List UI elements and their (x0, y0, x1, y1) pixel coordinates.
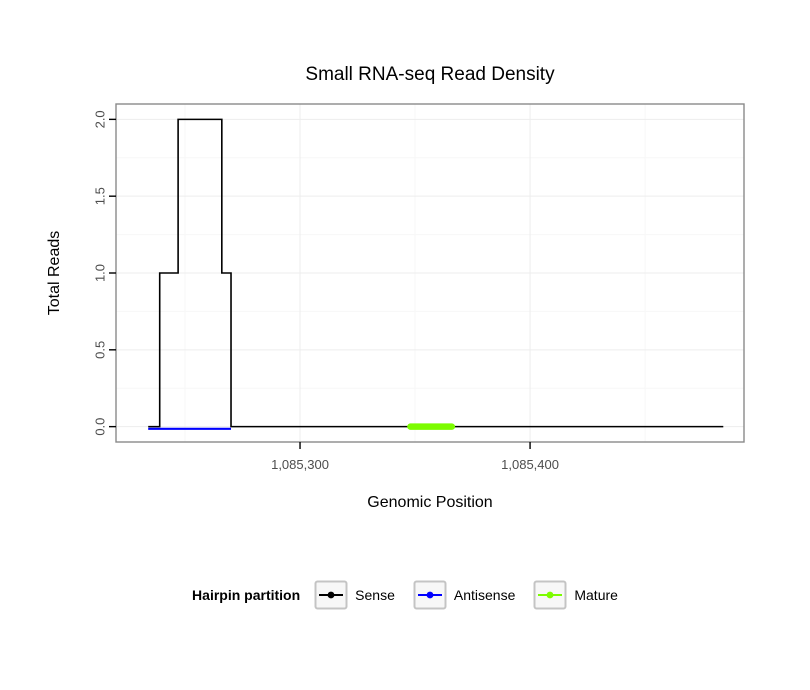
legend-label-sense: Sense (355, 587, 395, 603)
legend-entries: Sense Antisense Mature (314, 580, 618, 610)
legend-label-antisense: Antisense (453, 587, 516, 603)
y-tick-label: 0.0 (92, 418, 107, 436)
legend-key-antisense (413, 580, 447, 610)
legend-key-sense (314, 580, 348, 610)
legend-item-antisense: Antisense (413, 580, 515, 610)
chart-title: Small RNA-seq Read Density (305, 64, 555, 85)
legend-key-point (426, 591, 434, 599)
x-tick-label: 1,085,300 (271, 457, 329, 472)
legend-item-mature: Mature (533, 580, 618, 610)
y-tick-label: 1.0 (92, 264, 107, 282)
legend: Hairpin partition Sense Antisense Mature (0, 580, 810, 610)
legend-key-point (327, 591, 335, 599)
plot-canvas: 1,085,300 1,085,400 0.0 0.5 1.0 1.5 2.0 (92, 103, 745, 472)
y-tick-label: 1.5 (92, 187, 107, 205)
legend-item-sense: Sense (314, 580, 395, 610)
legend-title: Hairpin partition (192, 587, 301, 603)
y-tick-label: 0.5 (92, 341, 107, 359)
legend-key-mature (533, 580, 567, 610)
legend-label-mature: Mature (574, 587, 618, 603)
x-axis-label: Genomic Position (367, 494, 493, 511)
y-tick-label: 2.0 (92, 110, 107, 128)
x-tick-label: 1,085,400 (501, 457, 559, 472)
series-sense-line (148, 118, 724, 428)
legend-key-point (546, 591, 554, 599)
